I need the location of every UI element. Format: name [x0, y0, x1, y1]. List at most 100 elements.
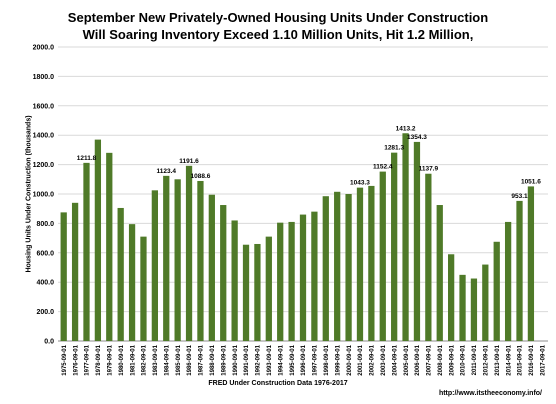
x-tick-label: 2013-09-01 [495, 344, 501, 375]
bar [391, 152, 398, 341]
bar [527, 186, 535, 341]
chart-subtitle: Will Soaring Inventory Exceed 1.10 Milli… [82, 27, 474, 42]
x-tick-label: 1977-09-01 [85, 344, 91, 375]
x-tick-label: 2016-09-01 [529, 344, 535, 375]
x-tick-label: 1980-09-01 [119, 344, 125, 375]
bar [504, 221, 512, 341]
bars [60, 133, 535, 341]
y-tick-label: 1800.0 [33, 74, 55, 81]
bar [482, 264, 489, 341]
bar [174, 179, 181, 341]
x-tick-label: 1976-09-01 [73, 344, 79, 375]
x-tick-label: 1983-09-01 [153, 344, 159, 375]
bar [448, 254, 455, 341]
y-tick-labels: 0.0 200.0 400.0 600.0 800.0 1000.0 1200.0 1400.… [33, 45, 55, 346]
x-tick-label: 2010-09-01 [461, 344, 467, 375]
x-tick-label: 2012-09-01 [484, 344, 490, 375]
x-tick-label: 2002-09-01 [370, 344, 376, 375]
x-tick-label: 1989-09-01 [221, 344, 227, 375]
x-tick-label: 2003-09-01 [381, 344, 387, 375]
bar [106, 152, 113, 341]
bar [413, 141, 421, 341]
bar [163, 175, 170, 341]
x-tick-label: 1993-09-01 [267, 344, 273, 375]
y-tick-label: 800.0 [36, 221, 54, 228]
x-tick-label: 1998-09-01 [324, 344, 330, 375]
y-tick-label: 0.0 [44, 339, 54, 346]
bar [311, 211, 318, 341]
x-tick-labels: 1975-09-01 1976-09-01 1977-09-01 1978-09-01… [62, 344, 547, 375]
data-label: 1413.2 [396, 125, 416, 132]
x-tick-label: 1988-09-01 [210, 344, 216, 375]
bar [220, 205, 227, 341]
data-label: 1191.6 [179, 158, 199, 165]
data-label: 1137.9 [419, 166, 439, 173]
bar [231, 220, 238, 341]
bar [470, 278, 478, 341]
y-tick-label: 600.0 [36, 250, 54, 257]
x-tick-label: 1997-09-01 [313, 344, 319, 375]
y-tick-label: 1600.0 [33, 103, 55, 110]
bar [151, 190, 158, 341]
bar [71, 202, 79, 341]
x-tick-label: 2001-09-01 [358, 344, 364, 375]
x-tick-label: 1995-09-01 [290, 344, 296, 375]
data-label: 1354.3 [407, 134, 427, 141]
x-tick-label: 2005-09-01 [404, 344, 410, 375]
x-tick-label: 1981-09-01 [130, 344, 136, 375]
bar [254, 243, 261, 341]
gridlines [58, 46, 548, 342]
data-label: 1152.4 [373, 164, 393, 171]
source-credit: http://www.itstheeconomy.info/ [438, 390, 542, 397]
x-tick-label: 2009-09-01 [449, 344, 455, 375]
chart-title: September New Privately-Owned Housing Un… [67, 10, 489, 25]
y-tick-label: 1200.0 [33, 162, 55, 169]
bar [185, 165, 193, 341]
bar [345, 194, 352, 341]
data-label: 1281.3 [384, 145, 404, 152]
bar [288, 221, 295, 341]
x-tick-label: 1994-09-01 [278, 344, 284, 375]
x-tick-label: 2011-09-01 [472, 344, 478, 375]
bar [208, 194, 215, 341]
x-tick-label: 1991-09-01 [244, 344, 250, 375]
x-tick-label: 1984-09-01 [164, 344, 170, 375]
bar [516, 200, 523, 341]
x-tick-label: 2008-09-01 [438, 344, 444, 375]
bar [117, 207, 124, 341]
x-tick-label: 2015-09-01 [518, 344, 524, 375]
data-label: 953.1 [511, 193, 528, 200]
x-tick-label: 2017-09-01 [541, 344, 547, 375]
x-tick-label: 1978-09-01 [96, 344, 102, 375]
bar [242, 244, 250, 341]
bar [197, 180, 204, 341]
bar [425, 173, 432, 341]
x-axis-label: FRED Under Construction Data 1976-2017 [208, 380, 348, 387]
bar [368, 185, 375, 341]
bar [402, 133, 409, 341]
x-tick-label: 2000-09-01 [347, 344, 353, 375]
data-label: 1043.3 [350, 180, 370, 187]
x-tick-label: 2006-09-01 [415, 344, 421, 375]
bar [356, 187, 364, 341]
bar [322, 196, 329, 341]
bar [60, 212, 67, 341]
y-tick-label: 1400.0 [33, 133, 55, 140]
x-tick-label: 2014-09-01 [506, 344, 512, 375]
x-tick-label: 1990-09-01 [233, 344, 239, 375]
y-tick-label: 200.0 [36, 309, 54, 316]
bar [128, 224, 136, 341]
x-tick-label: 1985-09-01 [176, 344, 182, 375]
y-tick-label: 1000.0 [33, 192, 55, 199]
x-tick-label: 1999-09-01 [335, 344, 341, 375]
bar [334, 191, 341, 341]
data-label: 1123.4 [156, 168, 176, 175]
x-tick-label: 1986-09-01 [187, 344, 193, 375]
bar [493, 241, 500, 341]
bar [140, 236, 147, 341]
y-tick-label: 400.0 [36, 280, 54, 287]
data-label: 1051.6 [521, 178, 541, 185]
